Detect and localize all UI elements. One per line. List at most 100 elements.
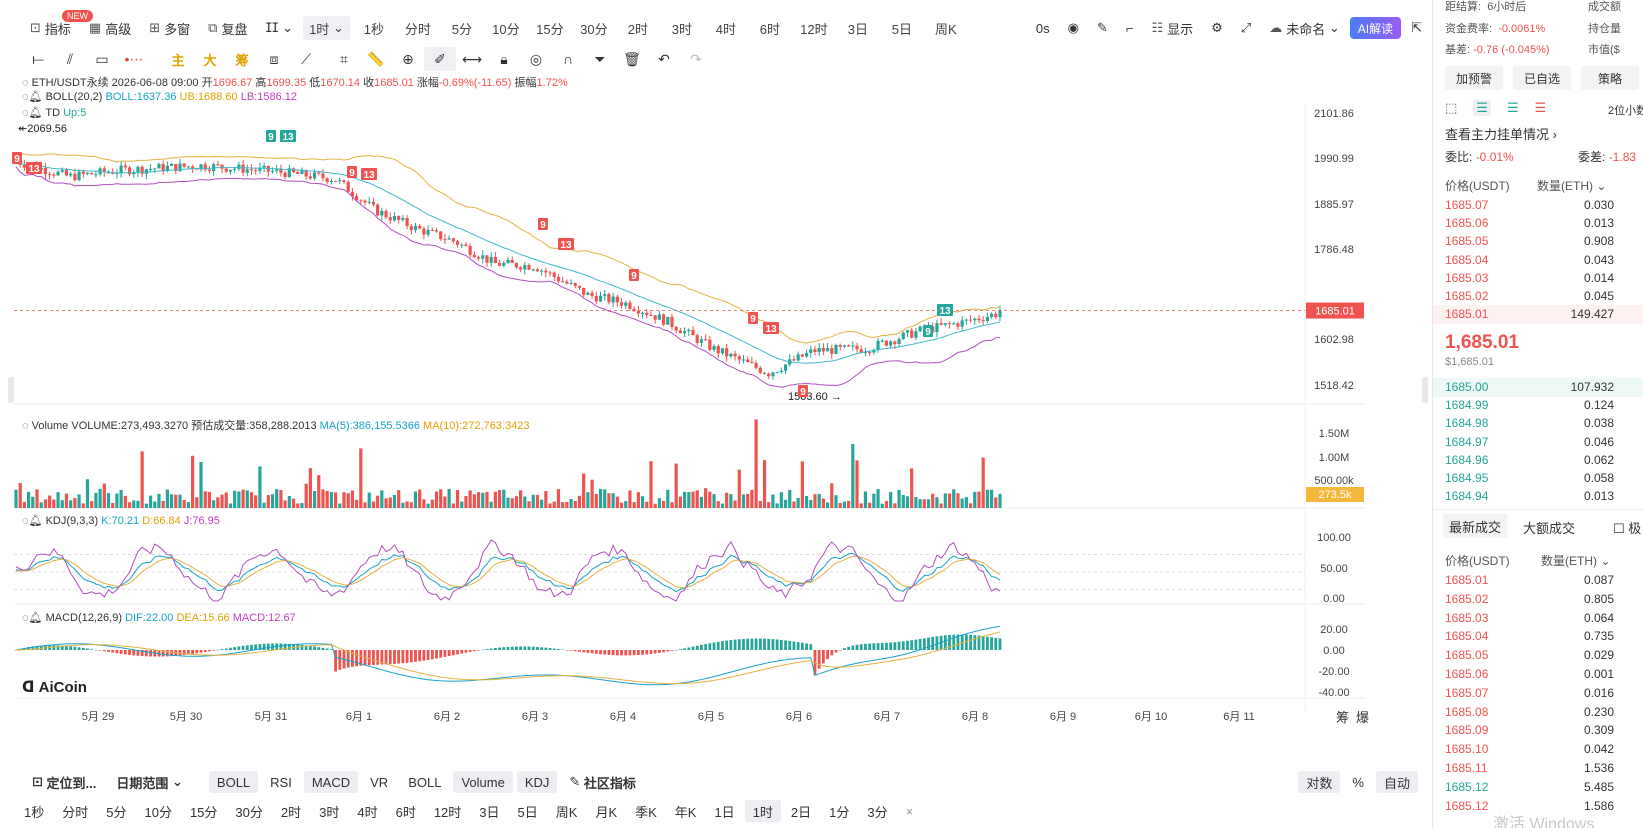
horizontal-line-icon[interactable]: ⟝ bbox=[32, 50, 44, 67]
locate-button[interactable]: ⊡ 定位到... bbox=[24, 771, 104, 793]
interval-button[interactable]: 15分 bbox=[536, 21, 564, 37]
bell-icon[interactable]: ◌🔔︎ bbox=[22, 612, 43, 624]
bottom-interval-button[interactable]: 5分 bbox=[106, 804, 127, 820]
settings-icon[interactable]: ⚙ bbox=[1211, 20, 1223, 35]
book-bids-icon[interactable]: ☰ bbox=[1506, 100, 1519, 115]
chip-button[interactable]: 筹 bbox=[235, 52, 249, 68]
bottom-interval-button[interactable]: 1分 bbox=[829, 804, 850, 820]
indicator-tab[interactable]: MACD bbox=[303, 771, 359, 793]
interval-button[interactable]: 5分 bbox=[451, 21, 472, 37]
ask-row[interactable]: 1685.03 0.014 bbox=[1433, 269, 1643, 288]
bid-row[interactable]: 1684.94 0.013 bbox=[1433, 487, 1643, 506]
large-order-button[interactable]: 大 bbox=[203, 52, 217, 68]
interval-button[interactable]: 分时 bbox=[404, 21, 431, 37]
indicator-tab[interactable]: Volume bbox=[453, 771, 513, 793]
interval-button[interactable]: 4时 bbox=[715, 21, 736, 37]
template-button[interactable]: ☁ 未命名 ⌄ bbox=[1261, 16, 1348, 40]
bottom-interval-button[interactable]: 年K bbox=[674, 804, 697, 820]
eye-icon[interactable]: ◌ bbox=[22, 77, 29, 89]
lock-icon[interactable]: 🔒︎ bbox=[500, 50, 508, 67]
redo-icon[interactable]: ↷ bbox=[690, 50, 702, 67]
popout-icon[interactable]: ⇱ bbox=[1411, 20, 1422, 35]
interval-button[interactable]: 6时 bbox=[759, 21, 780, 37]
bid-row[interactable]: 1684.99 0.124 bbox=[1433, 396, 1643, 415]
zoom-in-icon[interactable]: ⊕ bbox=[402, 50, 414, 67]
trades-qty-header[interactable]: 数量(ETH) ⌄ bbox=[1541, 552, 1610, 569]
indicator-button[interactable]: ⊡ 指标 bbox=[22, 16, 79, 40]
ask-row[interactable]: 1685.07 0.030 bbox=[1433, 196, 1643, 215]
bottom-interval-button[interactable]: 10分 bbox=[144, 804, 172, 820]
bottom-interval-button[interactable]: 1日 bbox=[714, 804, 735, 820]
bottom-interval-button[interactable]: 2时 bbox=[280, 804, 302, 820]
bottom-interval-button[interactable]: 30分 bbox=[235, 804, 263, 820]
bottom-interval-button[interactable]: 季K bbox=[635, 804, 657, 820]
eye-icon[interactable]: ◎ bbox=[529, 50, 543, 67]
chip-axis-button[interactable]: 筹 bbox=[1336, 710, 1349, 725]
bottom-interval-button[interactable]: 3分 bbox=[867, 804, 888, 820]
bottom-interval-button[interactable]: 5日 bbox=[517, 804, 538, 820]
indicator-tab[interactable]: BOLL bbox=[408, 774, 442, 790]
undo-icon[interactable]: ↶ bbox=[658, 50, 670, 67]
bottom-interval-button[interactable]: 1秒 bbox=[24, 804, 45, 820]
replay-button[interactable]: ⧉ 复盘 bbox=[200, 16, 255, 40]
interval-button[interactable]: 周K bbox=[935, 21, 957, 37]
magnet-icon[interactable]: ∩ bbox=[562, 51, 574, 67]
decimals-selector[interactable]: 2位小数 bbox=[1608, 105, 1643, 117]
bell-icon[interactable]: ◌🔔︎ bbox=[22, 515, 43, 527]
book-asks-icon[interactable]: ☰ bbox=[1534, 100, 1547, 115]
add-alert-button[interactable]: 加预警 bbox=[1445, 66, 1503, 90]
ask-row[interactable]: 1685.05 0.908 bbox=[1433, 232, 1643, 251]
bell-icon[interactable]: ◌🔔︎ bbox=[22, 107, 43, 119]
ask-row[interactable]: 1685.04 0.043 bbox=[1433, 251, 1643, 270]
bid-row[interactable]: 1685.00 107.932 bbox=[1433, 378, 1643, 397]
fullscreen-icon[interactable]: ⤢ bbox=[1240, 20, 1252, 35]
interval-button[interactable]: 12时 bbox=[800, 21, 828, 37]
tab-large-trades[interactable]: 大额成交 bbox=[1523, 521, 1576, 536]
date-range-button[interactable]: 日期范围 ⌄ bbox=[108, 771, 191, 793]
rectangle-icon[interactable]: ▭ bbox=[95, 50, 109, 67]
ai-interpret-button[interactable]: AI解读 bbox=[1349, 17, 1402, 39]
multi-window-button[interactable]: ⊞ 多窗 bbox=[141, 16, 198, 40]
layout-icon[interactable]: ⌐ bbox=[1125, 20, 1134, 36]
bottom-interval-button[interactable]: 1时 bbox=[744, 800, 781, 822]
crop-icon[interactable]: ⌗ bbox=[340, 50, 348, 67]
auto-scale-button[interactable]: 自动 bbox=[1375, 771, 1418, 793]
ask-row[interactable]: 1685.01 149.427 bbox=[1433, 305, 1643, 325]
bottom-interval-button[interactable]: 月K bbox=[595, 804, 618, 820]
chart-type-button[interactable]: ⵊⵊ ⌄ bbox=[257, 16, 301, 40]
bottom-interval-button[interactable]: 周K bbox=[555, 804, 578, 820]
bottom-interval-button[interactable]: 分时 bbox=[62, 804, 89, 820]
watchlist-button[interactable]: 已自选 bbox=[1513, 66, 1571, 90]
ruler-icon[interactable]: 📏 bbox=[367, 50, 385, 67]
log-scale-button[interactable]: 对数 bbox=[1298, 771, 1341, 793]
ask-row[interactable]: 1685.02 0.045 bbox=[1433, 287, 1643, 306]
indicator-tab[interactable]: RSI bbox=[270, 774, 292, 790]
indicator-tab[interactable]: KDJ bbox=[516, 771, 558, 793]
bid-row[interactable]: 1684.96 0.062 bbox=[1433, 451, 1643, 470]
book-both-icon[interactable]: ⬚ bbox=[1445, 100, 1458, 115]
strategy-button[interactable]: 策略 bbox=[1581, 66, 1639, 90]
link-icon[interactable]: ⟷ bbox=[461, 50, 483, 67]
percent-scale-button[interactable]: % bbox=[1352, 774, 1364, 790]
extreme-filter[interactable]: ☐ 极 bbox=[1613, 518, 1641, 537]
bottom-interval-button[interactable]: 2日 bbox=[790, 804, 812, 820]
display-button[interactable]: ☷ 显示 bbox=[1143, 16, 1201, 40]
bid-row[interactable]: 1684.98 0.038 bbox=[1433, 414, 1643, 433]
interval-button[interactable]: 2时 bbox=[627, 21, 648, 37]
interval-button[interactable]: 30分 bbox=[580, 21, 608, 37]
community-indicator-button[interactable]: ✎ 社区指标 bbox=[561, 771, 644, 793]
explode-axis-button[interactable]: 爆 bbox=[1356, 710, 1369, 725]
dotted-line-icon[interactable]: •⋯ bbox=[124, 50, 144, 67]
ob-qty-header[interactable]: 数量(ETH) ⌄ bbox=[1537, 177, 1606, 194]
tab-latest-trades[interactable]: 最新成交 bbox=[1443, 514, 1508, 538]
close-icon[interactable]: × bbox=[905, 803, 914, 819]
bid-row[interactable]: 1684.97 0.046 bbox=[1433, 433, 1643, 452]
bid-row[interactable]: 1684.95 0.058 bbox=[1433, 469, 1643, 488]
compare-icon[interactable]: ⧈ bbox=[269, 50, 279, 67]
interval-button[interactable]: 3时 bbox=[671, 21, 692, 37]
camera-icon[interactable]: ◉ bbox=[1067, 20, 1079, 35]
chart-canvas[interactable]: 1685.01 2101.86 1990.99 1885.97 1786.48 1602.… bbox=[0, 72, 1430, 752]
trend-line-icon[interactable]: ⫽ bbox=[66, 50, 74, 67]
ask-row[interactable]: 1685.06 0.013 bbox=[1433, 214, 1643, 233]
bottom-interval-button[interactable]: 6时 bbox=[395, 804, 416, 820]
